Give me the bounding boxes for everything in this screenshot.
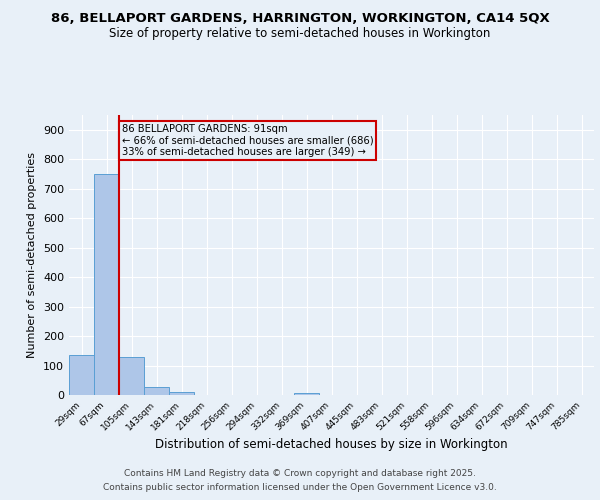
Bar: [144, 386, 169, 395]
X-axis label: Distribution of semi-detached houses by size in Workington: Distribution of semi-detached houses by …: [155, 438, 508, 450]
Bar: [94, 174, 119, 395]
Text: Contains public sector information licensed under the Open Government Licence v3: Contains public sector information licen…: [103, 484, 497, 492]
Text: 86, BELLAPORT GARDENS, HARRINGTON, WORKINGTON, CA14 5QX: 86, BELLAPORT GARDENS, HARRINGTON, WORKI…: [50, 12, 550, 26]
Bar: [119, 358, 144, 395]
Text: Contains HM Land Registry data © Crown copyright and database right 2025.: Contains HM Land Registry data © Crown c…: [124, 468, 476, 477]
Bar: [169, 392, 194, 395]
Bar: [69, 355, 94, 395]
Y-axis label: Number of semi-detached properties: Number of semi-detached properties: [28, 152, 37, 358]
Text: Size of property relative to semi-detached houses in Workington: Size of property relative to semi-detach…: [109, 28, 491, 40]
Bar: [294, 392, 319, 395]
Text: 86 BELLAPORT GARDENS: 91sqm
← 66% of semi-detached houses are smaller (686)
33% : 86 BELLAPORT GARDENS: 91sqm ← 66% of sem…: [121, 124, 373, 157]
